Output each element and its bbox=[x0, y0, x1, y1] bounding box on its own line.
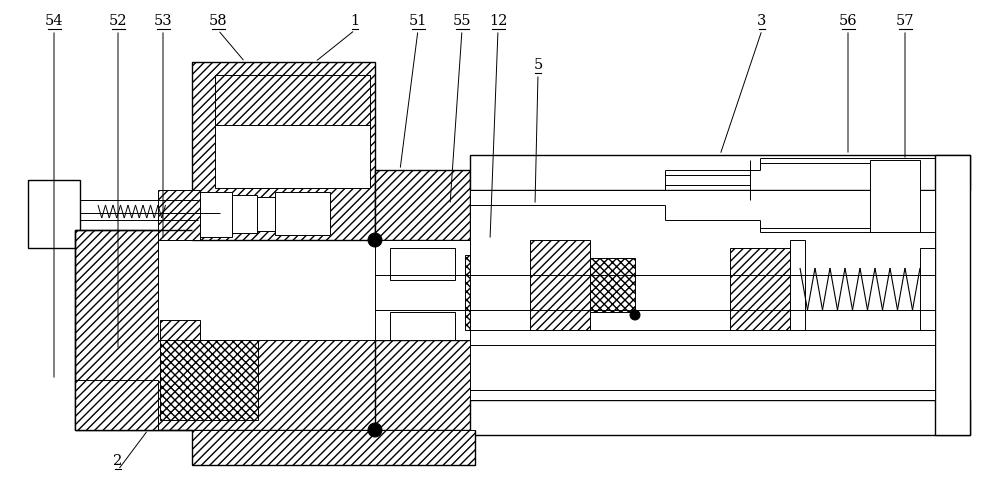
Bar bbox=[257, 197, 275, 231]
Circle shape bbox=[368, 233, 382, 247]
Bar bbox=[920, 248, 935, 330]
Bar bbox=[870, 160, 920, 232]
Polygon shape bbox=[375, 340, 475, 430]
Text: 55: 55 bbox=[453, 14, 471, 28]
Polygon shape bbox=[75, 230, 390, 430]
Bar bbox=[232, 195, 257, 233]
Circle shape bbox=[630, 310, 640, 320]
Polygon shape bbox=[375, 170, 470, 240]
Polygon shape bbox=[160, 320, 200, 340]
Text: 2: 2 bbox=[113, 454, 123, 468]
Text: 57: 57 bbox=[896, 14, 914, 28]
Bar bbox=[28, 180, 80, 248]
Text: 3: 3 bbox=[757, 14, 767, 28]
Text: 54: 54 bbox=[45, 14, 63, 28]
Bar bbox=[200, 192, 232, 237]
Polygon shape bbox=[158, 190, 200, 240]
Text: 53: 53 bbox=[154, 14, 172, 28]
Polygon shape bbox=[530, 240, 590, 330]
Text: 58: 58 bbox=[209, 14, 227, 28]
Polygon shape bbox=[730, 248, 790, 330]
Polygon shape bbox=[590, 258, 635, 312]
Polygon shape bbox=[192, 62, 375, 240]
Bar bbox=[390, 248, 455, 280]
Circle shape bbox=[368, 423, 382, 437]
Bar bbox=[470, 190, 935, 400]
Bar bbox=[275, 192, 330, 235]
Text: 5: 5 bbox=[533, 58, 543, 72]
Text: 1: 1 bbox=[350, 14, 360, 28]
Bar bbox=[470, 155, 970, 190]
Text: 56: 56 bbox=[839, 14, 857, 28]
Polygon shape bbox=[192, 430, 475, 465]
Polygon shape bbox=[75, 380, 158, 430]
Bar bbox=[790, 240, 805, 330]
Polygon shape bbox=[375, 240, 470, 340]
Bar bbox=[935, 155, 970, 435]
Text: 51: 51 bbox=[409, 14, 427, 28]
Bar bbox=[470, 400, 970, 435]
Text: 12: 12 bbox=[489, 14, 507, 28]
Bar bbox=[390, 312, 455, 340]
Text: 52: 52 bbox=[109, 14, 127, 28]
Polygon shape bbox=[215, 75, 370, 188]
Polygon shape bbox=[465, 255, 530, 330]
Polygon shape bbox=[158, 240, 380, 340]
Polygon shape bbox=[160, 340, 258, 420]
Polygon shape bbox=[215, 75, 370, 125]
